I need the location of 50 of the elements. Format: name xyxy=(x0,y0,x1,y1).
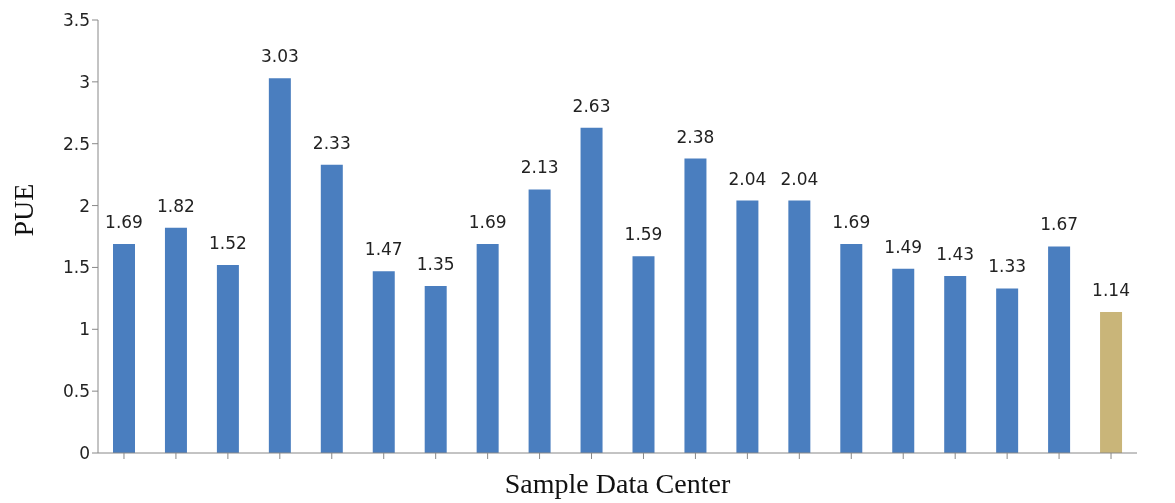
bar xyxy=(476,243,499,453)
bar xyxy=(372,271,395,453)
data-label: 3.03 xyxy=(260,46,299,67)
y-tick-label: 1.5 xyxy=(62,257,90,278)
data-label: 1.67 xyxy=(1040,214,1079,235)
data-label: 1.52 xyxy=(208,232,247,253)
bar xyxy=(1048,246,1071,453)
bar xyxy=(944,276,967,453)
data-label: 1.49 xyxy=(884,236,923,257)
bar xyxy=(320,164,343,453)
bar xyxy=(996,288,1019,453)
y-tick-label: 0 xyxy=(79,443,90,464)
y-tick-label: 2 xyxy=(79,195,90,216)
bar xyxy=(840,243,863,453)
data-label: 1.69 xyxy=(832,211,871,232)
data-label: 2.33 xyxy=(312,132,351,153)
bar xyxy=(892,268,915,453)
data-label: 2.38 xyxy=(676,126,715,147)
bar xyxy=(684,158,707,453)
data-label: 2.63 xyxy=(572,95,611,116)
bar xyxy=(113,243,135,453)
bar xyxy=(788,200,811,453)
bar xyxy=(528,189,551,453)
y-tick-label: 1 xyxy=(79,319,90,340)
bar xyxy=(632,256,655,453)
y-tick-label: 0.5 xyxy=(62,381,90,402)
y-axis-title: PUE xyxy=(7,183,39,237)
data-label: 1.43 xyxy=(936,244,975,265)
data-label: 1.69 xyxy=(105,211,143,232)
bar xyxy=(424,285,447,453)
data-label: 2.04 xyxy=(728,168,767,189)
y-tick-label: 3 xyxy=(79,71,90,92)
bar xyxy=(580,127,603,453)
bar xyxy=(268,78,291,453)
data-label: 1.14 xyxy=(1092,279,1130,300)
data-label: 2.13 xyxy=(520,157,559,178)
y-tick-label: 3.5 xyxy=(62,10,90,31)
data-label: 1.35 xyxy=(416,253,455,274)
x-axis-title: Sample Data Center xyxy=(504,468,731,499)
data-label: 1.33 xyxy=(988,256,1027,277)
bar xyxy=(164,227,187,453)
data-label: 2.04 xyxy=(780,168,819,189)
data-label: 1.82 xyxy=(157,195,195,216)
data-label: 1.47 xyxy=(364,239,403,260)
data-label: 1.59 xyxy=(624,224,663,245)
bar xyxy=(736,200,759,453)
bar xyxy=(216,264,239,453)
data-label: 1.69 xyxy=(468,211,507,232)
bar xyxy=(1100,311,1123,453)
y-tick-label: 2.5 xyxy=(62,133,90,154)
